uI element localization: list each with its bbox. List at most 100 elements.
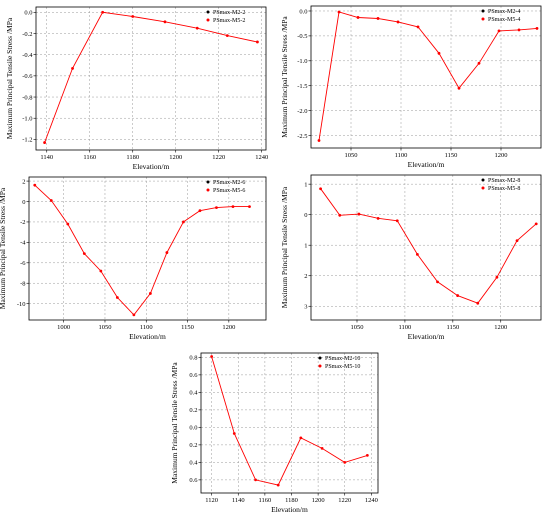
y-tick-label: 2 xyxy=(22,178,25,185)
data-point xyxy=(416,25,420,29)
x-axis-label: Elevation/m xyxy=(129,332,166,341)
data-point xyxy=(99,269,103,273)
y-axis-label: Maximum Principal Tensile Stress /MPa xyxy=(170,362,179,484)
y-tick-label: 0.0 xyxy=(189,425,197,432)
data-point xyxy=(476,301,480,305)
y-tick-label: -10 xyxy=(17,301,26,308)
data-point xyxy=(535,27,539,30)
data-point xyxy=(436,280,439,284)
series-line xyxy=(320,188,537,304)
series-line xyxy=(34,184,250,316)
legend-label: PSmax-M5-4 xyxy=(488,17,520,23)
y-tick-label: -0.2 xyxy=(22,31,32,38)
y-tick-label: -2 xyxy=(20,219,25,226)
legend-marker xyxy=(318,364,322,368)
data-point xyxy=(49,199,53,202)
data-point xyxy=(254,478,257,482)
x-tick-label: 1220 xyxy=(212,154,225,161)
x-tick-label: 1120 xyxy=(205,497,218,504)
data-point xyxy=(276,483,280,487)
legend-label: PSmax-M2-2 xyxy=(213,10,245,16)
data-point xyxy=(132,313,136,317)
x-tick-label: 1200 xyxy=(312,497,325,504)
legend-label: PSmax-M5-8 xyxy=(488,186,520,192)
data-point xyxy=(396,20,400,24)
legend-marker xyxy=(481,178,485,182)
x-tick-label: 1100 xyxy=(399,324,412,331)
y-tick-label: 0.6 xyxy=(189,372,198,379)
data-point xyxy=(232,432,236,435)
series-line xyxy=(44,11,258,143)
y-tick-label: 0.0 xyxy=(24,10,32,17)
y-tick-label: 2 xyxy=(304,273,307,280)
data-point xyxy=(337,10,341,14)
data-point xyxy=(495,275,499,279)
data-point xyxy=(82,252,86,256)
y-tick-label: -0.4 xyxy=(22,52,33,59)
y-tick-label: -2.0 xyxy=(297,108,307,115)
data-point xyxy=(43,141,46,144)
x-tick-label: 1150 xyxy=(181,324,194,331)
legend-marker xyxy=(481,186,485,190)
legend-marker xyxy=(206,180,210,184)
y-tick-label: 0 xyxy=(22,199,25,206)
x-tick-label: 1050 xyxy=(345,152,358,159)
data-point xyxy=(231,205,235,209)
legend-label: PSmax-M2-6 xyxy=(213,180,245,186)
y-axis-label: Maximum Principal Tensile Stress /MPa xyxy=(0,187,7,309)
data-point xyxy=(343,460,347,464)
x-axis-label: Elevation/m xyxy=(408,332,445,341)
legend-label: PSmax-M2-8 xyxy=(488,178,520,184)
y-tick-label: 0.0 xyxy=(299,8,307,15)
legend-marker xyxy=(318,356,322,360)
series-line xyxy=(318,11,538,141)
y-tick-label: 0.4 xyxy=(189,460,198,467)
x-tick-label: 1220 xyxy=(338,497,351,504)
data-point xyxy=(497,29,501,33)
x-tick-label: 1150 xyxy=(446,324,459,331)
data-point xyxy=(148,292,152,295)
y-tick-label: -8 xyxy=(20,281,25,288)
data-point xyxy=(256,40,259,44)
legend-marker xyxy=(206,188,210,192)
x-tick-label: 1200 xyxy=(494,324,507,331)
y-tick-label: -0.5 xyxy=(297,33,307,40)
data-point xyxy=(163,20,167,24)
y-tick-label: -0.6 xyxy=(22,73,33,80)
x-tick-label: 1200 xyxy=(169,154,182,161)
data-point xyxy=(195,26,199,30)
y-tick-label: -0.8 xyxy=(22,94,32,101)
data-point xyxy=(376,17,380,20)
x-axis-label: Elevation/m xyxy=(271,505,308,514)
x-tick-label: 1200 xyxy=(495,152,508,159)
y-tick-label: -2.5 xyxy=(297,133,307,140)
data-point xyxy=(317,139,321,142)
data-point xyxy=(165,251,169,254)
x-tick-label: 1160 xyxy=(83,154,96,161)
x-tick-label: 1240 xyxy=(255,154,268,161)
legend-label: PSmax-M5-6 xyxy=(213,188,245,194)
legend-marker xyxy=(481,9,485,13)
y-tick-label: 0.8 xyxy=(189,355,197,362)
x-tick-label: 1140 xyxy=(232,497,245,504)
data-point xyxy=(101,10,105,14)
subplot-1: 1140 1160 1180 1200 1220 1240 0.0 -0.2 -0.4 -0.6 -… xyxy=(5,6,268,171)
data-point xyxy=(248,205,251,209)
y-tick-label: 0 xyxy=(304,212,307,219)
y-tick-label: 0.2 xyxy=(189,407,197,414)
plot-frame xyxy=(35,6,267,151)
y-axis-label: Maximum Principal Tensile Stress /MPa xyxy=(280,16,289,138)
y-tick-label: -1.0 xyxy=(22,116,32,123)
data-point xyxy=(415,252,419,256)
x-tick-label: 1240 xyxy=(365,497,378,504)
plot-frame xyxy=(310,174,542,321)
x-tick-label: 1140 xyxy=(40,154,53,161)
y-tick-label: -4 xyxy=(20,240,26,247)
data-point xyxy=(357,212,361,216)
y-tick-label: 0.4 xyxy=(189,390,198,397)
y-axis-label: Maximum Principal Tensile Stress /MPa xyxy=(280,186,289,308)
x-axis-label: Elevation/m xyxy=(133,162,170,171)
legend-marker xyxy=(481,17,485,21)
data-point xyxy=(198,209,202,213)
legend-label: PSmax-M5-10 xyxy=(325,364,360,370)
